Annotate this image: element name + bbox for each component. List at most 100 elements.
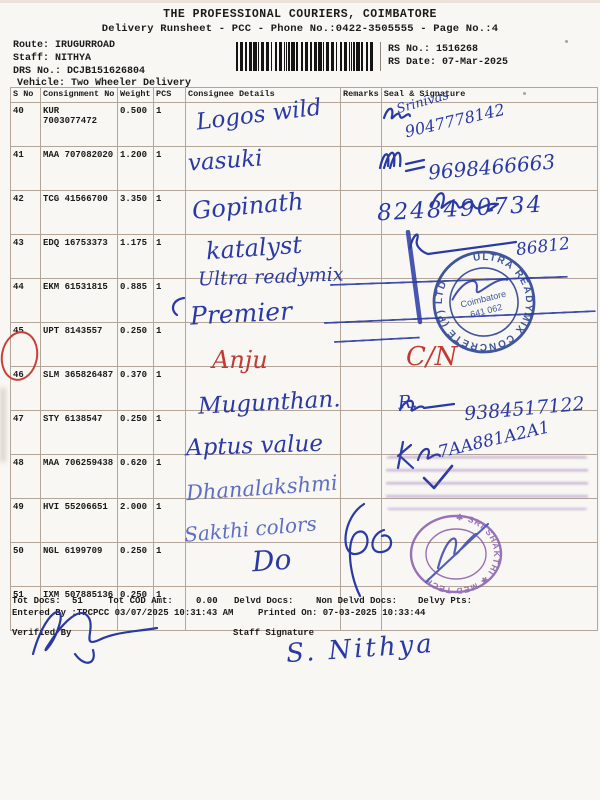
cell-sno: 44 (10, 278, 41, 323)
vehicle-label: Vehicle: (17, 78, 66, 89)
cell-sno: 50 (10, 542, 41, 587)
cell-sno: 42 (10, 190, 41, 235)
table-row: 46 SLM 365826487 0.370 1 (10, 366, 598, 411)
cell-weight: 0.250 (117, 542, 154, 587)
cell-sno: 45 (10, 322, 41, 367)
verified-by-label: Verified By (12, 628, 72, 638)
cell-pcs: 1 (153, 498, 186, 543)
rs-date-label: RS Date: (388, 57, 437, 68)
cell-consignment: UPT 8143557 (40, 322, 118, 367)
table-row: 41 MAA 707082020 1.200 1 (10, 146, 598, 191)
route-label: Route: (13, 40, 50, 51)
cell-pcs: 1 (153, 102, 186, 147)
delvd-docs-label: Delvd Docs: (234, 596, 294, 606)
cell-consignee (185, 410, 341, 455)
cell-sno: 49 (10, 498, 41, 543)
header-seal: Seal & Signature (380, 87, 598, 103)
scan-smudge (0, 388, 6, 462)
staff-label: Staff: (13, 53, 50, 64)
cell-weight: 0.500 (117, 102, 154, 147)
cell-consignment: KUR 7003077472 (40, 102, 118, 147)
cell-seal (380, 146, 598, 191)
cell-weight: 2.000 (117, 498, 154, 543)
cell-consignment: HVI 55206651 (40, 498, 118, 543)
cell-remarks (340, 410, 382, 455)
vehicle-line: Vehicle: Two Wheeler Delivery (17, 78, 191, 89)
table-row: 40 KUR 7003077472 0.500 1 (10, 102, 598, 147)
drs-line: DRS No.: DCJB151626804 (13, 66, 145, 77)
cell-pcs: 1 (153, 146, 186, 191)
cell-remarks (340, 322, 382, 367)
cell-consignee (185, 102, 341, 147)
header-weight: Weight (117, 87, 154, 103)
cell-seal (380, 190, 598, 235)
table-row: 44 EKM 61531815 0.885 1 (10, 278, 598, 323)
cell-pcs: 1 (153, 366, 186, 411)
cell-sno: 46 (10, 366, 41, 411)
printed-on-line: Printed On: 07-03-2025 10:33:44 (258, 608, 426, 618)
rs-date-value: 07-Mar-2025 (442, 57, 509, 68)
cell-consignee (185, 278, 341, 323)
cell-consignment: MAA 707082020 (40, 146, 118, 191)
cell-consignment: SLM 365826487 (40, 366, 118, 411)
cell-consignee (185, 542, 341, 587)
runsheet-table: S No Consignment No Weight PCS Consignee… (10, 87, 598, 631)
cell-consignee (185, 454, 341, 499)
divider-line (380, 42, 381, 71)
header-consignee: Consignee Details (185, 87, 341, 103)
cell-seal (380, 410, 598, 455)
cell-seal (380, 322, 598, 367)
cell-sno: 47 (10, 410, 41, 455)
cell-pcs: 1 (153, 234, 186, 279)
tot-cod-value: 0.00 (196, 596, 218, 606)
cell-remarks (340, 278, 382, 323)
vehicle-value: Two Wheeler Delivery (71, 78, 192, 89)
cell-sno: 48 (10, 454, 41, 499)
cell-remarks (340, 146, 382, 191)
cell-sno: 40 (10, 102, 41, 147)
cell-pcs: 1 (153, 542, 186, 587)
cell-pcs: 1 (153, 454, 186, 499)
cell-seal (380, 586, 598, 631)
header-remarks: Remarks (340, 87, 382, 103)
page-subtitle: Delivery Runsheet - PCC - Phone No.:0422… (101, 23, 499, 35)
table-row: 43 EDQ 16753373 1.175 1 (10, 234, 598, 279)
page-title: THE PROFESSIONAL COURIERS, COIMBATORE (163, 8, 437, 21)
cell-consignee (185, 190, 341, 235)
cell-remarks (340, 542, 382, 587)
cell-remarks (340, 190, 382, 235)
table-row: 48 MAA 706259438 0.620 1 (10, 454, 598, 499)
header-consignment: Consignment No (40, 87, 118, 103)
cell-consignment: MAA 706259438 (40, 454, 118, 499)
cell-seal (380, 454, 598, 499)
drs-value: DCJB151626804 (67, 66, 146, 77)
scan-speck (565, 40, 568, 43)
drs-label: DRS No.: (13, 66, 62, 77)
table-row: 49 HVI 55206651 2.000 1 (10, 498, 598, 543)
table-row: 47 STY 6138547 0.250 1 (10, 410, 598, 455)
table-header-row: S No Consignment No Weight PCS Consignee… (10, 87, 598, 103)
cell-weight: 0.250 (117, 410, 154, 455)
rs-no-label: RS No.: (388, 44, 431, 55)
cell-pcs: 1 (153, 190, 186, 235)
cell-consignment: EKM 61531815 (40, 278, 118, 323)
rs-no-value: 1516268 (436, 44, 479, 55)
non-delvd-docs-label: Non Delvd Docs: (316, 596, 398, 606)
cell-remarks (340, 366, 382, 411)
staff-signature-label: Staff Signature (233, 628, 315, 638)
rs-no-line: RS No.: 1516268 (388, 44, 478, 55)
cell-consignment: STY 6138547 (40, 410, 118, 455)
header-pcs: PCS (153, 87, 186, 103)
route-value: IRUGURROAD (55, 40, 116, 51)
staff-line: Staff: NITHYA (13, 53, 91, 64)
cell-weight: 3.350 (117, 190, 154, 235)
cell-consignment: TCG 41566700 (40, 190, 118, 235)
table-row: 42 TCG 41566700 3.350 1 (10, 190, 598, 235)
cell-pcs: 1 (153, 322, 186, 367)
route-line: Route: IRUGURROAD (13, 40, 115, 51)
cell-sno: 43 (10, 234, 41, 279)
cell-seal (380, 542, 598, 587)
cell-pcs: 1 (153, 410, 186, 455)
cell-consignment: EDQ 16753373 (40, 234, 118, 279)
